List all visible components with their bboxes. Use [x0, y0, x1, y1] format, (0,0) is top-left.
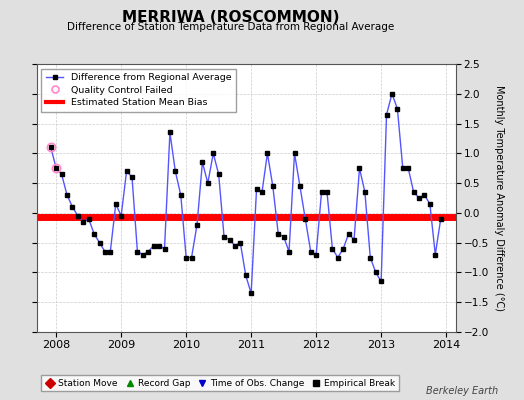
Text: Difference of Station Temperature Data from Regional Average: Difference of Station Temperature Data f…: [67, 22, 394, 32]
Text: MERRIWA (ROSCOMMON): MERRIWA (ROSCOMMON): [122, 10, 340, 25]
Y-axis label: Monthly Temperature Anomaly Difference (°C): Monthly Temperature Anomaly Difference (…: [495, 85, 505, 311]
Text: Berkeley Earth: Berkeley Earth: [425, 386, 498, 396]
Legend: Station Move, Record Gap, Time of Obs. Change, Empirical Break: Station Move, Record Gap, Time of Obs. C…: [41, 375, 399, 392]
Legend: Difference from Regional Average, Quality Control Failed, Estimated Station Mean: Difference from Regional Average, Qualit…: [41, 69, 236, 112]
